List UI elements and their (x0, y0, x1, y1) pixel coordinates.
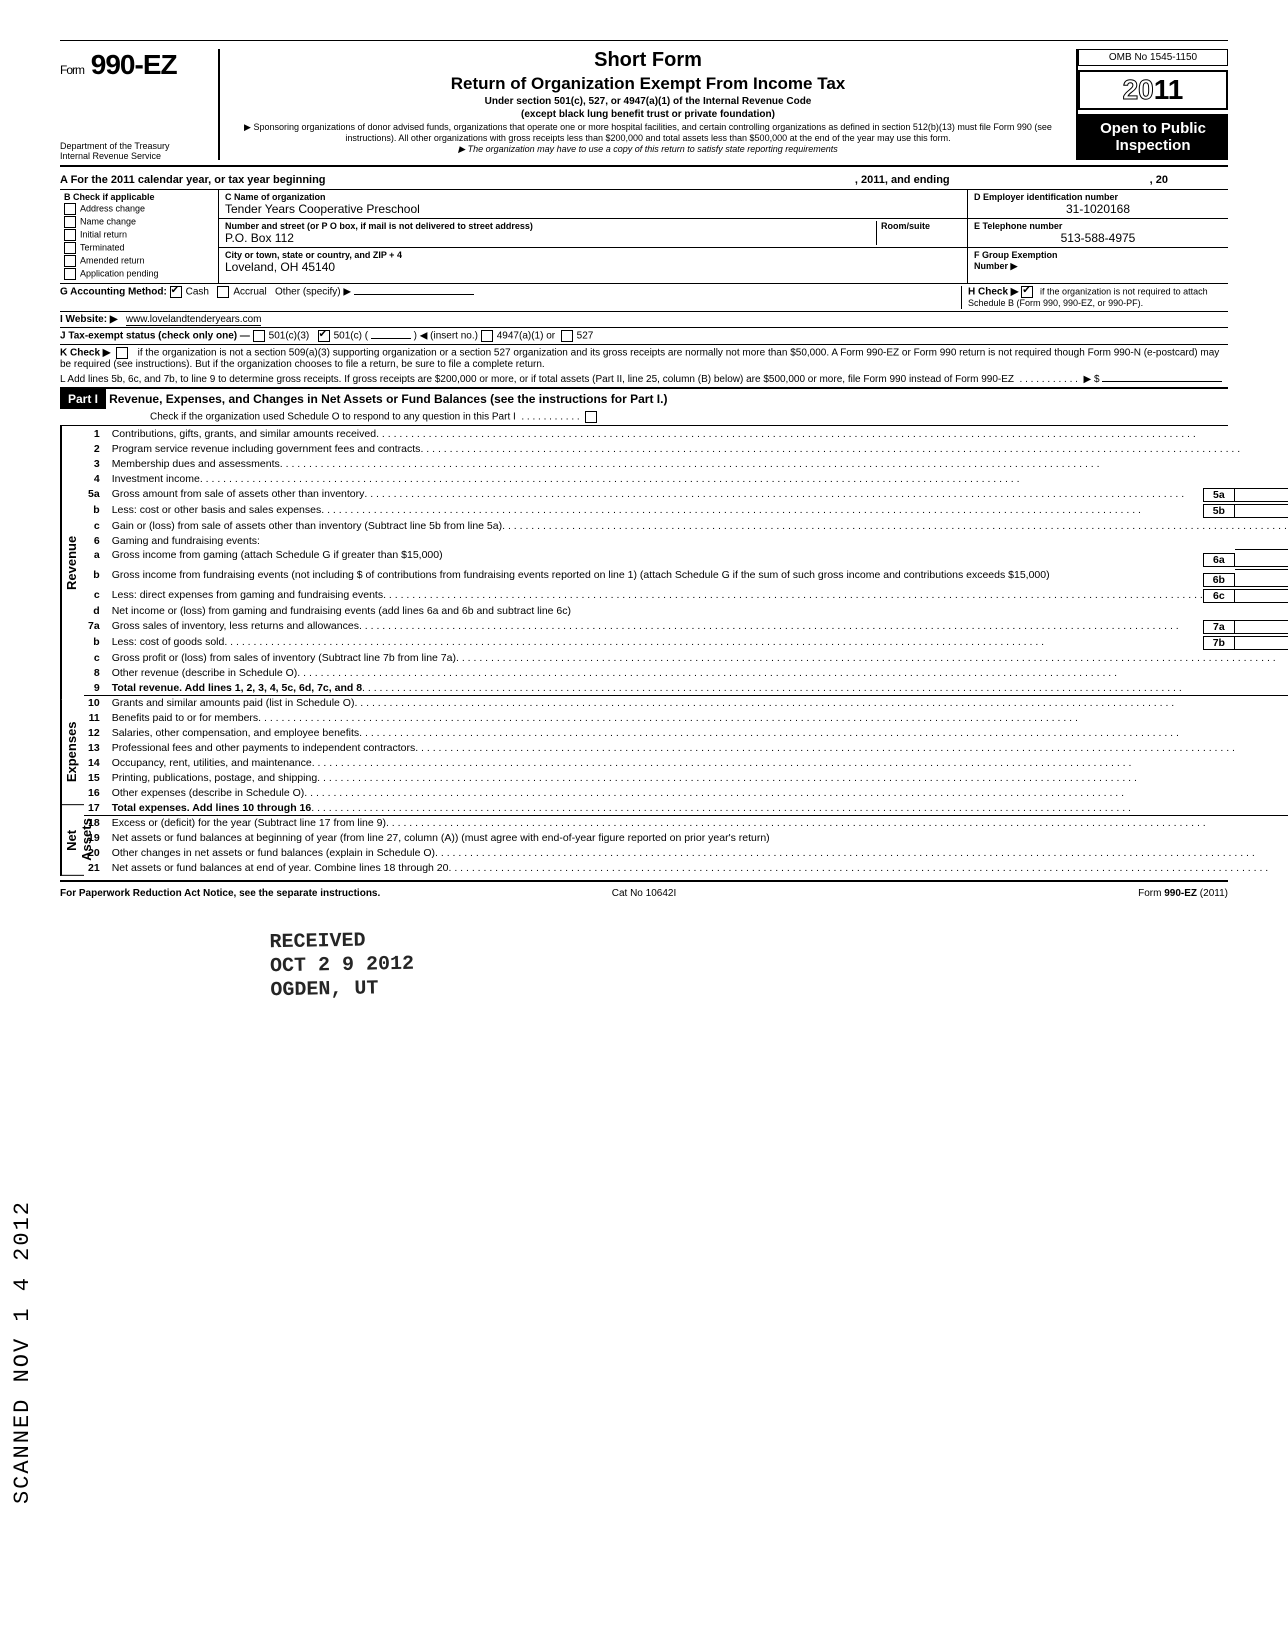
form-prefix: Form (60, 63, 84, 77)
line-9: 9Total revenue. Add lines 1, 2, 3, 4, 5c… (84, 681, 1288, 696)
header-note-1: ▶ Sponsoring organizations of donor advi… (230, 122, 1066, 143)
chk-accrual[interactable] (217, 286, 229, 298)
line-6b: bGross income from fundraising events (n… (84, 568, 1288, 588)
chk-k[interactable] (116, 347, 128, 359)
e-phone-label: E Telephone number (974, 221, 1222, 231)
line-6: 6Gaming and fundraising events: (84, 534, 1288, 548)
line-4: 4Investment income4 (84, 472, 1288, 487)
line-13: 13Professional fees and other payments t… (84, 741, 1288, 756)
subtitle-except: (except black lung benefit trust or priv… (230, 109, 1066, 120)
org-name: Tender Years Cooperative Preschool (225, 202, 961, 216)
org-city: Loveland, OH 45140 (225, 260, 961, 274)
part1-check-row: Check if the organization used Schedule … (60, 409, 1228, 426)
chk-527[interactable] (561, 330, 573, 342)
f-number-label: Number ▶ (974, 261, 1017, 271)
phone-value: 513-588-4975 (974, 231, 1222, 245)
header-note-2: ▶ The organization may have to use a cop… (230, 144, 1066, 155)
line-21: 21Net assets or fund balances at end of … (84, 861, 1288, 876)
chk-schedule-o[interactable] (585, 411, 597, 423)
part-1-header: Part I Revenue, Expenses, and Changes in… (60, 389, 1228, 409)
line-5b: bLess: cost or other basis and sales exp… (84, 503, 1288, 519)
dept-irs: Internal Revenue Service (60, 151, 210, 161)
d-ein-label: D Employer identification number (974, 192, 1222, 202)
chk-cash[interactable] (170, 286, 182, 298)
room-suite-label: Room/suite (881, 221, 961, 231)
tax-year: 2011 (1078, 70, 1228, 110)
received-stamp: RECEIVED OCT 2 9 2012 OGDEN, UT (269, 929, 414, 1004)
line-10: 10Grants and similar amounts paid (list … (84, 696, 1288, 711)
org-address: P.O. Box 112 (225, 231, 876, 245)
open-to-public: Open to Public Inspection (1078, 114, 1228, 160)
line-14: 14Occupancy, rent, utilities, and mainte… (84, 756, 1288, 771)
line-20: 20Other changes in net assets or fund ba… (84, 846, 1288, 861)
chk-501c[interactable] (318, 330, 330, 342)
chk-schedule-b[interactable] (1021, 286, 1033, 298)
line-a: A For the 2011 calendar year, or tax yea… (60, 171, 1228, 190)
line-6d: dNet income or (loss) from gaming and fu… (84, 604, 1288, 619)
line-7b: bLess: cost of goods sold7b (84, 635, 1288, 651)
line-5a: 5aGross amount from sale of assets other… (84, 487, 1288, 503)
chk-terminated[interactable] (64, 242, 76, 254)
chk-501c3[interactable] (253, 330, 265, 342)
line-15: 15Printing, publications, postage, and s… (84, 771, 1288, 786)
chk-amended[interactable] (64, 255, 76, 267)
omb-number: OMB No 1545-1150 (1078, 49, 1228, 66)
form-number: 990-EZ (91, 49, 177, 80)
line-7c: cGross profit or (loss) from sales of in… (84, 651, 1288, 666)
side-expenses: Expenses (61, 699, 84, 805)
line-g-h: G Accounting Method: Cash Accrual Other … (60, 284, 1228, 312)
side-net-assets: Net Assets (61, 805, 84, 876)
line-6c: cLess: direct expenses from gaming and f… (84, 588, 1288, 604)
line-5c: cGain or (loss) from sale of assets othe… (84, 519, 1288, 534)
c-name-label: C Name of organization (225, 192, 961, 202)
c-addr-label: Number and street (or P O box, if mail i… (225, 221, 876, 231)
page-footer: For Paperwork Reduction Act Notice, see … (60, 888, 1228, 899)
line-6a: aGross income from gaming (attach Schedu… (84, 548, 1288, 568)
line-8: 8Other revenue (describe in Schedule O)8… (84, 666, 1288, 681)
line-12: 12Salaries, other compensation, and empl… (84, 726, 1288, 741)
title-return: Return of Organization Exempt From Incom… (230, 74, 1066, 94)
line-11: 11Benefits paid to or for members11 (84, 711, 1288, 726)
f-group-label: F Group Exemption (974, 250, 1058, 260)
line-j: J Tax-exempt status (check only one) — 5… (60, 328, 1228, 345)
line-18: 18Excess or (deficit) for the year (Subt… (84, 816, 1288, 831)
line-l: L Add lines 5b, 6c, and 7b, to line 9 to… (60, 372, 1228, 389)
scanned-stamp: SCANNED NOV 1 4 2012 (10, 1200, 35, 1504)
line-19: 19Net assets or fund balances at beginni… (84, 831, 1288, 846)
form-header: Form 990-EZ Department of the Treasury I… (60, 49, 1228, 161)
chk-pending[interactable] (64, 268, 76, 280)
ein-value: 31-1020168 (974, 202, 1222, 216)
b-header: B Check if applicable (64, 192, 214, 202)
org-info-block: B Check if applicable Address change Nam… (60, 190, 1228, 284)
line-1: 1Contributions, gifts, grants, and simil… (84, 427, 1288, 442)
chk-name-change[interactable] (64, 216, 76, 228)
c-city-label: City or town, state or country, and ZIP … (225, 250, 961, 260)
chk-4947[interactable] (481, 330, 493, 342)
line-k: K Check ▶ if the organization is not a s… (60, 345, 1228, 372)
website-value: www.lovelandtenderyears.com (126, 314, 262, 326)
line-3: 3Membership dues and assessments332,615.… (84, 457, 1288, 472)
chk-initial-return[interactable] (64, 229, 76, 241)
title-short-form: Short Form (230, 49, 1066, 72)
chk-address-change[interactable] (64, 203, 76, 215)
subtitle-section: Under section 501(c), 527, or 4947(a)(1)… (230, 96, 1066, 107)
line-i: I Website: ▶ www.lovelandtenderyears.com (60, 312, 1228, 328)
line-2: 2Program service revenue including gover… (84, 442, 1288, 457)
dept-treasury: Department of the Treasury (60, 141, 210, 151)
line-16: 16Other expenses (describe in Schedule O… (84, 786, 1288, 801)
part1-table: Revenue Expenses Net Assets 1Contributio… (60, 426, 1228, 876)
line-17: 17Total expenses. Add lines 10 through 1… (84, 801, 1288, 816)
side-revenue: Revenue (61, 426, 84, 699)
line-7a: 7aGross sales of inventory, less returns… (84, 619, 1288, 635)
